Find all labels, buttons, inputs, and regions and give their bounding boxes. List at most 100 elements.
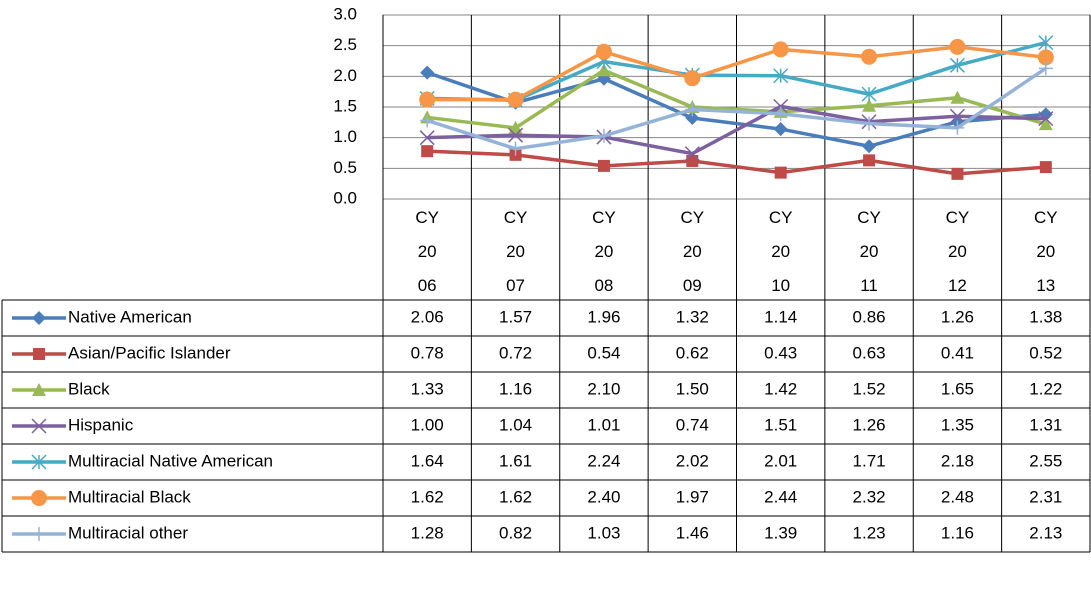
marker (685, 111, 700, 126)
marker-shape (1038, 111, 1054, 127)
table-value: 0.43 (764, 343, 797, 362)
marker-shape (951, 167, 964, 180)
marker-shape (861, 48, 878, 65)
table-value: 1.42 (764, 379, 797, 398)
marker (508, 127, 524, 143)
marker (773, 106, 788, 121)
table-value: 1.50 (676, 379, 709, 398)
table-value: 2.55 (1029, 451, 1062, 470)
marker (31, 490, 47, 506)
marker-shape (508, 120, 523, 134)
marker-shape (949, 38, 966, 55)
marker-shape (1037, 49, 1054, 66)
marker (1038, 117, 1053, 131)
x-tick-label: CY 2009 (680, 208, 705, 295)
marker (950, 120, 965, 135)
marker (596, 63, 611, 77)
table-value: 1.04 (499, 415, 532, 434)
y-tick-label: 0.0 (333, 188, 357, 207)
table-value: 0.78 (411, 343, 444, 362)
marker (863, 154, 876, 167)
marker (862, 139, 877, 154)
y-tick-label: 3.0 (333, 4, 357, 23)
x-tick-label: CY 2008 (592, 208, 616, 295)
x-tick-label: CY 2010 (768, 208, 793, 295)
x-tick-label: CY 2012 (945, 208, 970, 295)
marker (1039, 161, 1052, 174)
table-value: 1.62 (411, 487, 444, 506)
table-value: 0.41 (941, 343, 974, 362)
y-tick-label: 2.5 (333, 35, 357, 54)
table-value: 1.16 (499, 379, 532, 398)
table-value: 1.01 (587, 415, 620, 434)
table-value: 1.57 (499, 307, 532, 326)
table-value: 0.63 (853, 343, 886, 362)
marker (1038, 35, 1054, 51)
marker (419, 130, 435, 146)
table-value: 0.82 (499, 523, 532, 542)
x-tick-label: CY 2011 (857, 208, 881, 295)
marker-shape (684, 70, 701, 87)
marker (773, 122, 788, 137)
marker-shape (421, 145, 434, 158)
table-value: 2.06 (411, 307, 444, 326)
table-value: 1.26 (853, 415, 886, 434)
table-value: 2.48 (941, 487, 974, 506)
table-value: 0.74 (676, 415, 709, 434)
legend-label: Native American (68, 307, 192, 326)
marker (420, 65, 435, 80)
series-line (427, 104, 1046, 156)
table-value: 1.46 (676, 523, 709, 542)
marker-shape (684, 146, 700, 162)
table-value: 1.96 (587, 307, 620, 326)
marker (31, 418, 47, 434)
marker (1038, 61, 1053, 76)
table-value: 1.39 (764, 523, 797, 542)
marker-shape (597, 159, 610, 172)
table-value: 0.72 (499, 343, 532, 362)
table-value: 1.32 (676, 307, 709, 326)
legend-label: Multiracial Native American (68, 451, 273, 470)
marker (420, 113, 435, 128)
marker-shape (33, 348, 45, 360)
y-tick-label: 1.5 (333, 96, 357, 115)
marker-shape (686, 154, 699, 167)
marker (861, 48, 878, 65)
table-value: 1.61 (499, 451, 532, 470)
marker (31, 454, 47, 470)
marker-shape (507, 91, 524, 108)
marker-shape (950, 90, 965, 104)
legend-label: Black (68, 379, 110, 398)
y-tick-label: 0.5 (333, 158, 357, 177)
table-value: 1.38 (1029, 307, 1062, 326)
marker (507, 91, 524, 108)
table-value: 2.31 (1029, 487, 1062, 506)
marker-shape (32, 383, 46, 396)
marker-shape (32, 311, 46, 325)
marker (685, 102, 700, 117)
marker-shape (949, 108, 965, 124)
marker-shape (31, 490, 47, 506)
table-value: 2.24 (587, 451, 620, 470)
marker-shape (773, 122, 788, 137)
marker (949, 38, 966, 55)
table-value: 0.62 (676, 343, 709, 362)
marker (1037, 49, 1054, 66)
table-value: 1.16 (941, 523, 974, 542)
marker (951, 167, 964, 180)
table-value: 2.02 (676, 451, 709, 470)
legend-label: Multiracial other (68, 523, 188, 542)
y-tick-label: 2.0 (333, 66, 357, 85)
marker (32, 311, 46, 325)
marker-shape (862, 98, 877, 112)
marker (862, 98, 877, 112)
legend-label: Hispanic (68, 415, 134, 434)
marker-shape (772, 41, 789, 58)
legend-label: Multiracial Black (68, 487, 191, 506)
marker-shape (1038, 117, 1053, 131)
table-value: 2.32 (853, 487, 886, 506)
table-value: 0.52 (1029, 343, 1062, 362)
marker-shape (508, 127, 524, 143)
series-line (426, 68, 1047, 130)
